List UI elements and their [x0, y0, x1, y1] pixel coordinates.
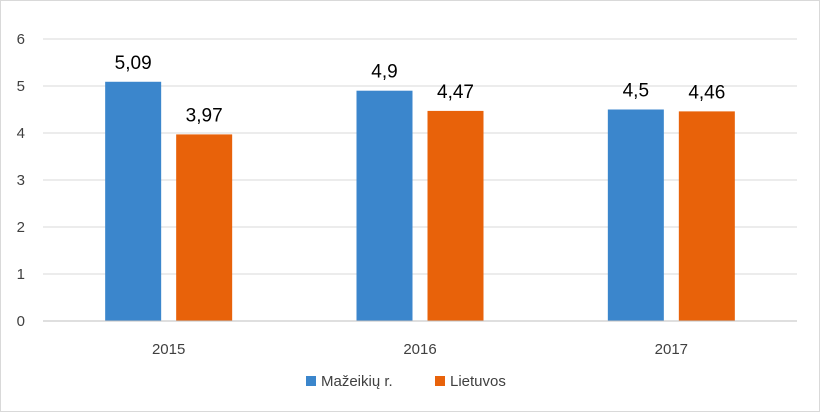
x-tick-label: 2017: [655, 341, 688, 358]
data-label: 4,46: [688, 82, 725, 103]
axes: 0 1 2 3 4 5 6 2015 2016 2017: [17, 31, 797, 358]
data-label: 5,09: [115, 53, 152, 74]
y-tick-label: 6: [17, 31, 25, 48]
bar-ma-eiki-r--2017: [607, 109, 664, 321]
data-label: 3,97: [186, 105, 223, 126]
data-label: 4,9: [371, 62, 397, 83]
bar-lietuvos-2016: [427, 110, 484, 321]
bar-lietuvos-2017: [678, 111, 735, 321]
y-tick-label: 4: [17, 125, 25, 142]
bar-lietuvos-2015: [176, 134, 233, 321]
legend-swatch: [306, 376, 316, 386]
y-tick-label: 2: [17, 219, 25, 236]
legend-label: Mažeikių r.: [321, 373, 393, 390]
x-tick-label: 2015: [152, 341, 185, 358]
bar-ma-eiki-r--2016: [356, 90, 413, 321]
bar-ma-eiki-r--2015: [105, 81, 162, 322]
data-label: 4,47: [437, 82, 474, 103]
x-tick-label: 2016: [403, 341, 436, 358]
y-tick-label: 0: [17, 313, 25, 330]
data-label: 4,5: [623, 81, 649, 102]
gridlines: [43, 38, 797, 275]
y-tick-label: 5: [17, 78, 25, 95]
data-labels: 5,09 3,97 4,9 4,47 4,5 4,46: [115, 53, 726, 127]
y-tick-label: 1: [17, 266, 25, 283]
bars: [105, 81, 735, 322]
legend-swatch: [435, 376, 445, 386]
legend-label: Lietuvos: [450, 373, 506, 390]
legend: Mažeikių r. Lietuvos: [306, 373, 506, 390]
y-tick-label: 3: [17, 172, 25, 189]
